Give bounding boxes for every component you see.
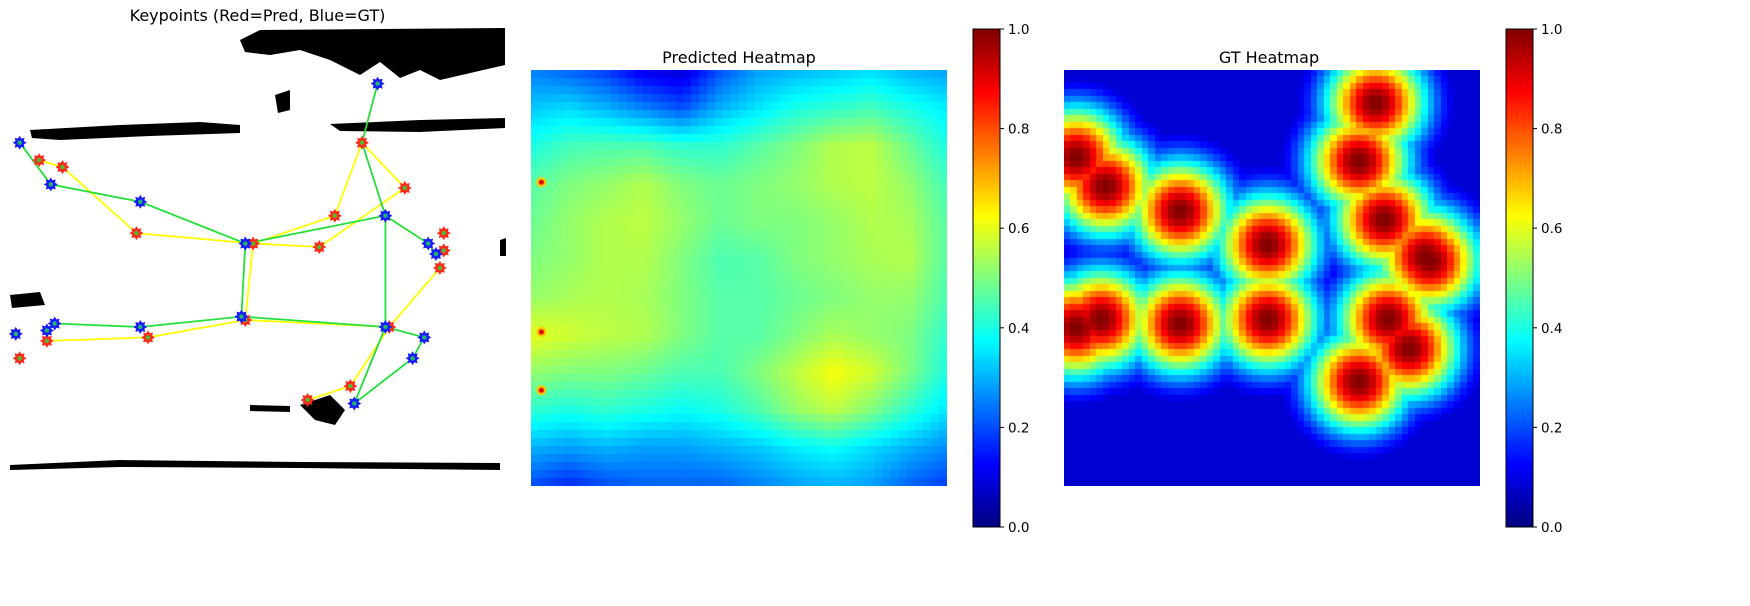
gt-colorbar-tick-label: 1.0 <box>1541 22 1562 38</box>
gt-heatmap <box>1064 70 1480 486</box>
pred-keypoint-center <box>441 248 446 253</box>
gt-colorbar <box>1506 29 1533 527</box>
pred-keypoint-center <box>402 185 408 191</box>
pred-keypoint-center <box>36 157 42 163</box>
predicted-heatmap-title: Predicted Heatmap <box>662 48 816 67</box>
pred-skeleton-line <box>61 141 407 401</box>
gt-colorbar-tick-label: 0.4 <box>1541 321 1562 337</box>
gt-keypoint-center <box>44 328 50 333</box>
pred-colorbar-tick-label: 1.0 <box>1008 22 1029 38</box>
gt-heatmap-title: GT Heatmap <box>1218 48 1320 67</box>
gt-keypoint-center <box>433 251 439 257</box>
gt-keypoint-center <box>239 314 244 319</box>
pred-keypoint-center <box>305 397 310 403</box>
gt-keypoint-center <box>375 81 380 86</box>
mask-blob <box>10 460 500 470</box>
mask-blob <box>250 405 290 412</box>
mask-blob <box>240 28 505 80</box>
gt-colorbar-tick-label: 0.0 <box>1541 520 1562 536</box>
pred-keypoint-center <box>437 265 443 271</box>
gt-keypoint-center <box>52 321 57 326</box>
pred-colorbar-tick-label: 0.8 <box>1008 122 1029 138</box>
pred-colorbar-frame <box>972 28 1001 528</box>
pred-colorbar-tick-label: 0.0 <box>1008 520 1029 536</box>
gt-keypoint-center <box>383 213 388 218</box>
pred-keypoint-center <box>145 335 151 340</box>
mask-blob <box>10 292 45 308</box>
gt-keypoint-center <box>383 324 388 330</box>
mask-blob <box>330 118 505 132</box>
gt-keypoint-center <box>48 182 53 187</box>
pred-keypoint-center <box>60 164 65 170</box>
pred-keypoint-center <box>134 230 139 236</box>
gt-keypoint-center <box>138 199 143 205</box>
pred-colorbar-tick-label: 0.2 <box>1008 420 1029 436</box>
gt-colorbar-tick-label: 0.2 <box>1541 420 1562 436</box>
gt-keypoint-center <box>13 331 18 337</box>
gt-skeleton-line <box>54 243 247 328</box>
pred-keypoint-center <box>250 241 256 246</box>
gt-keypoint-center <box>243 241 248 246</box>
pred-keypoint-center <box>44 338 50 344</box>
gt-keypoint-center <box>138 324 143 330</box>
gt-keypoint-center <box>410 356 415 361</box>
predicted-heatmap <box>531 70 947 486</box>
gt-keypoint-center <box>352 401 357 406</box>
mask-blob <box>30 122 240 140</box>
predicted-colorbar <box>973 29 1000 527</box>
pred-colorbar-tick-label: 0.6 <box>1008 221 1029 237</box>
gt-keypoint-center <box>17 140 22 145</box>
pred-keypoint-center <box>348 383 353 389</box>
pred-skeleton-line <box>388 267 441 328</box>
keypoints-title: Keypoints (Red=Pred, Blue=GT) <box>129 6 386 25</box>
pred-keypoint-center <box>317 244 322 250</box>
pred-keypoint-center <box>441 230 446 236</box>
gt-colorbar-tick-label: 0.6 <box>1541 221 1562 237</box>
gt-colorbar-frame <box>1505 28 1534 528</box>
pred-keypoint-center <box>332 213 338 218</box>
mask-blob <box>275 90 290 113</box>
pred-keypoint-center <box>359 140 365 145</box>
mask-blob <box>500 238 506 256</box>
gt-keypoint-center <box>425 241 431 246</box>
gt-keypoint-center <box>422 335 427 340</box>
pred-colorbar-tick-label: 0.4 <box>1008 321 1029 337</box>
pred-keypoint-center <box>17 356 22 361</box>
gt-colorbar-tick-label: 0.8 <box>1541 122 1562 138</box>
